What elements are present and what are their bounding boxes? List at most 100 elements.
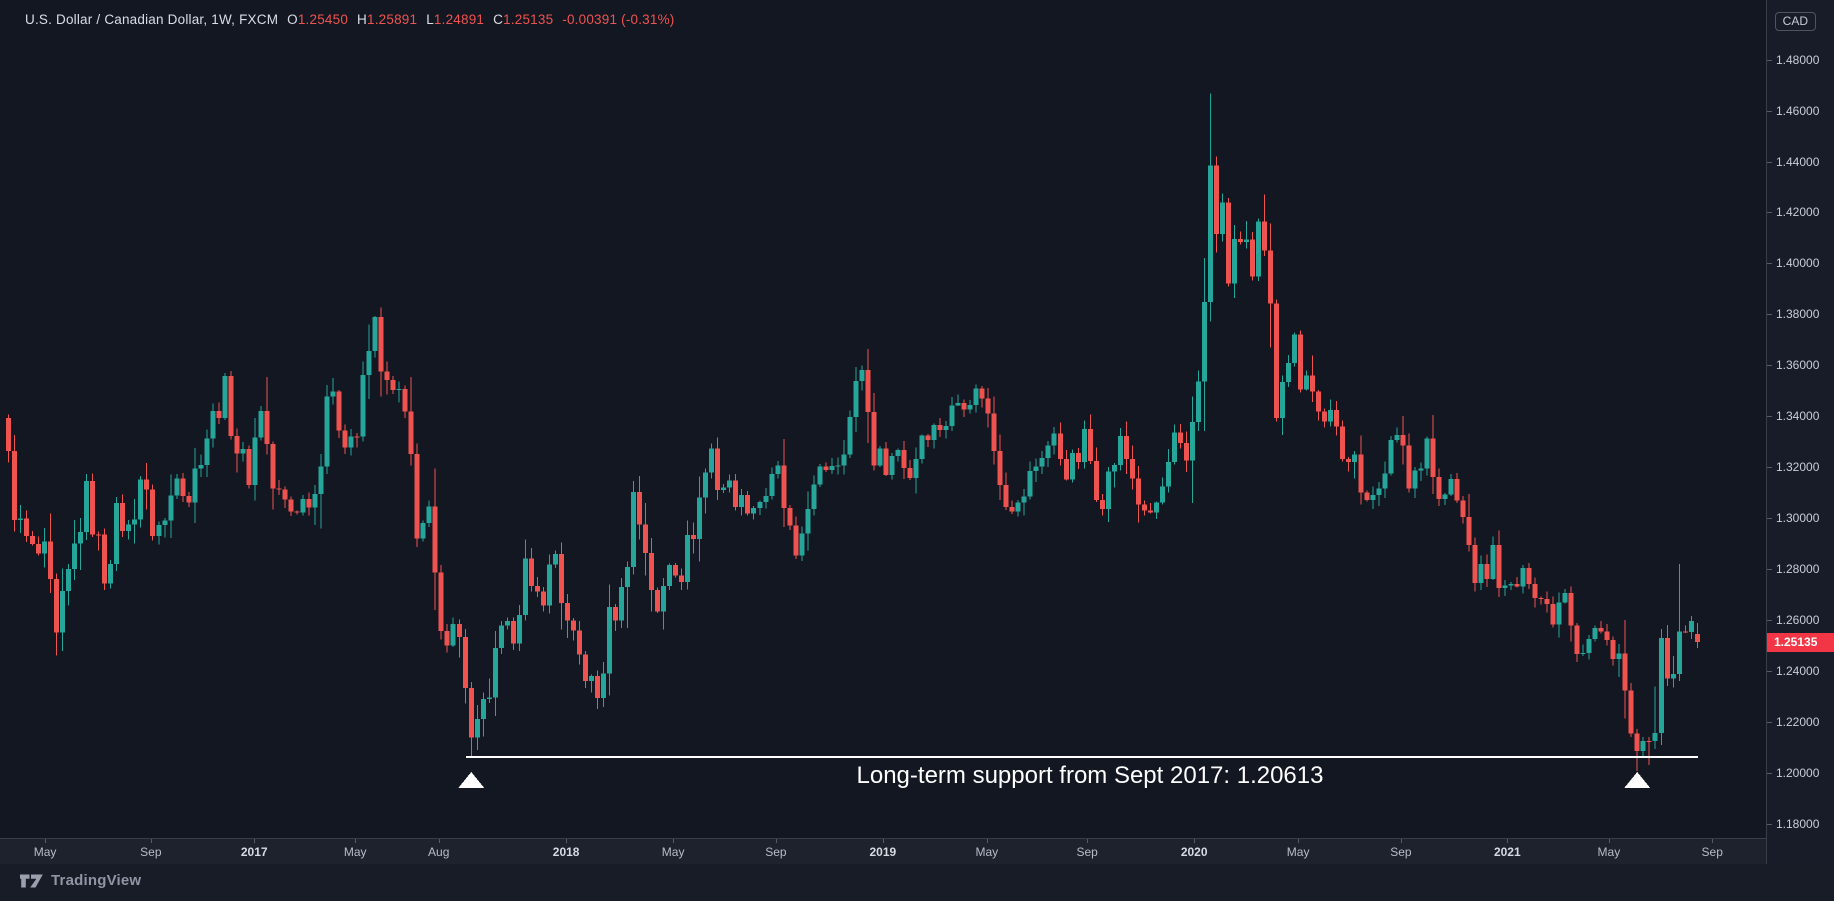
candle-body <box>1580 652 1586 655</box>
candle-body <box>1147 510 1153 513</box>
candle-body <box>1436 476 1442 500</box>
price-tick-mark <box>1767 161 1772 163</box>
candle-body <box>258 410 264 438</box>
candle-body <box>72 543 78 569</box>
candle-wick <box>398 381 400 403</box>
candle-body <box>1232 238 1238 284</box>
time-tick-mark <box>438 839 440 843</box>
candle-wick <box>957 394 959 407</box>
candle-body <box>1382 473 1388 489</box>
candle-body <box>1195 381 1201 422</box>
candle-body <box>973 388 979 405</box>
candle-body <box>1448 479 1454 495</box>
time-tick-mark <box>1194 839 1196 843</box>
candle-body <box>558 553 564 604</box>
candle-body <box>709 448 715 473</box>
candle-wick <box>1600 621 1602 634</box>
time-tick-label: Sep <box>1076 845 1098 859</box>
candlestick-chart-canvas[interactable] <box>0 0 1834 838</box>
candle-wick <box>1672 655 1674 688</box>
candle-body <box>727 480 733 488</box>
candle-body <box>1003 485 1009 507</box>
candle-body <box>1502 585 1508 589</box>
price-scale[interactable]: 1.25135 1.48000 1.46000 1.44000 1.42000 1.40… <box>1766 0 1834 864</box>
candle-body <box>1159 486 1165 503</box>
symbol-header: U.S. Dollar / Canadian Dollar, 1W, FXCM O… <box>25 12 675 27</box>
candle-body <box>564 603 570 621</box>
candle-body <box>378 317 384 372</box>
candle-body <box>1039 458 1045 467</box>
change-value: -0.00391 (-0.31%) <box>562 12 675 27</box>
price-tick-label: 1.38000 <box>1776 307 1820 322</box>
candle-body <box>775 465 781 475</box>
candle-body <box>408 411 414 454</box>
candle-body <box>330 391 336 397</box>
candle-body <box>1189 421 1195 461</box>
support-touch-marker-triangle[interactable] <box>458 772 485 788</box>
candle-body <box>1093 461 1099 501</box>
time-tick-label: May <box>1286 845 1310 859</box>
candle-body <box>781 465 787 509</box>
candle-body <box>336 391 342 431</box>
candle-wick <box>1149 503 1151 514</box>
candle-body <box>721 487 727 491</box>
candle-body <box>1352 454 1358 462</box>
candle-body <box>787 508 793 526</box>
candle-body <box>1051 433 1057 446</box>
candle-wick <box>1510 581 1512 591</box>
candle-body <box>360 374 366 437</box>
candle-body <box>198 465 204 469</box>
candle-body <box>1280 382 1286 419</box>
candle-body <box>1406 445 1412 489</box>
candle-body <box>1045 445 1051 459</box>
tradingview-logo-link[interactable]: TradingView <box>20 872 141 889</box>
candle-wick <box>1113 462 1115 488</box>
price-tick-mark <box>1767 569 1772 571</box>
time-scale[interactable]: May Sep 2017 May Aug 2018 May Sep 2019 May Sep 2020… <box>0 838 1834 864</box>
candle-body <box>697 497 703 539</box>
time-tick-mark <box>1400 839 1402 843</box>
candle-wick <box>488 678 490 703</box>
candle-body <box>757 501 763 509</box>
candle-body <box>1508 584 1514 586</box>
currency-badge[interactable]: CAD <box>1774 12 1816 31</box>
candle-body <box>1057 433 1063 459</box>
support-touch-marker-triangle[interactable] <box>1624 772 1651 788</box>
candle-wick <box>278 479 280 496</box>
candle-body <box>955 402 961 406</box>
price-tick-mark <box>1767 518 1772 520</box>
candle-body <box>510 620 516 644</box>
support-annotation-text[interactable]: Long-term support from Sept 2017: 1.2061… <box>856 762 1324 789</box>
price-tick-mark <box>1767 620 1772 621</box>
candle-body <box>402 389 408 412</box>
ohlc-letter: H <box>357 12 367 27</box>
candle-body <box>1646 740 1652 742</box>
time-tick-label: May <box>661 845 685 859</box>
time-tick-mark <box>775 839 777 843</box>
candle-body <box>1250 239 1256 277</box>
candle-body <box>90 481 96 535</box>
candle-body <box>997 450 1003 486</box>
chart-plot-area[interactable] <box>0 0 1834 838</box>
price-tick-mark <box>1767 670 1772 672</box>
candle-body <box>1105 471 1111 509</box>
candle-body <box>594 675 600 699</box>
candle-body <box>552 553 558 565</box>
time-tick-mark <box>1712 839 1714 843</box>
candle-body <box>1177 432 1183 443</box>
candle-body <box>516 615 522 644</box>
candle-body <box>1081 428 1087 462</box>
candle-body <box>1616 653 1622 659</box>
candle-wick <box>1540 596 1542 605</box>
candle-body <box>36 544 42 554</box>
candle-wick <box>1240 231 1242 245</box>
candle-body <box>871 412 877 466</box>
candle-body <box>883 448 889 475</box>
candle-body <box>372 317 378 352</box>
candle-body <box>913 458 919 479</box>
support-trendline[interactable] <box>465 756 1698 758</box>
candle-body <box>733 480 739 508</box>
candle-body <box>1376 488 1382 495</box>
candle-body <box>823 466 829 470</box>
price-tick-label: 1.48000 <box>1776 52 1820 67</box>
